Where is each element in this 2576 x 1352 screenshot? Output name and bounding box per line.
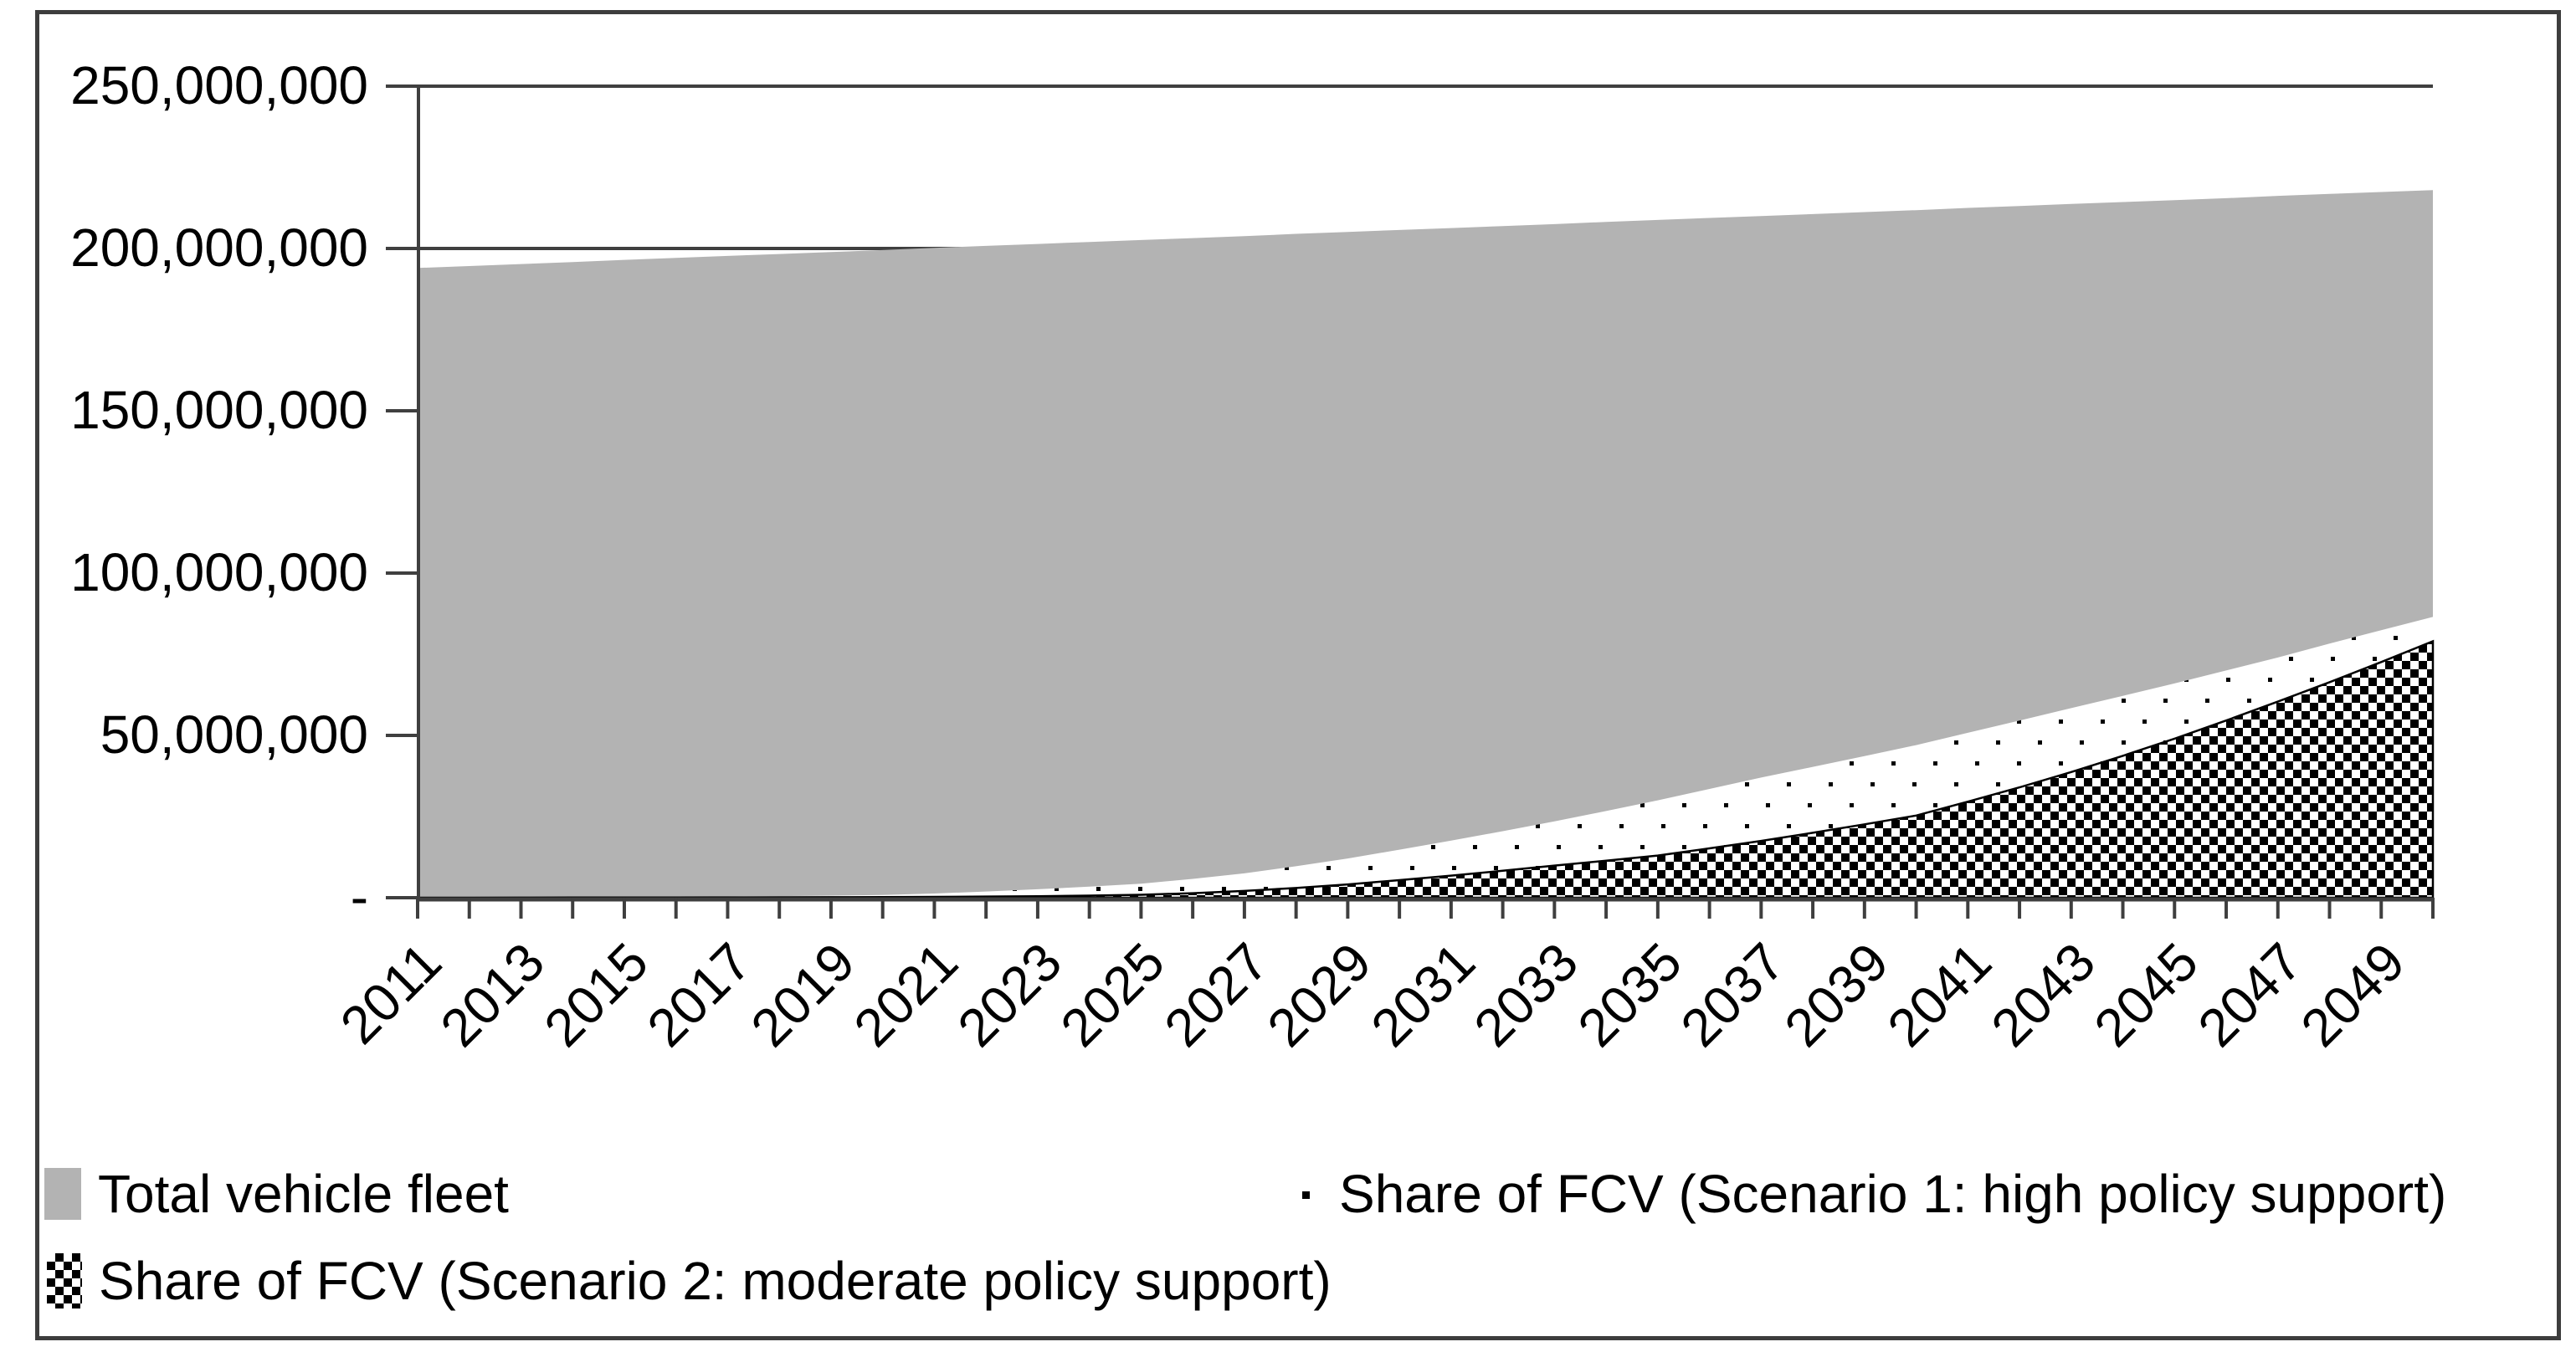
legend-item-fcv-scenario1: Share of FCV (Scenario 1: high policy su… xyxy=(1289,1166,2446,1221)
y-tick-label: 200,000,000 xyxy=(70,218,368,278)
legend-label-fcv-scenario2: Share of FCV (Scenario 2: moderate polic… xyxy=(99,1251,1332,1311)
legend-item-fcv-scenario2: Share of FCV (Scenario 2: moderate polic… xyxy=(47,1253,1332,1308)
legend-marker-dot-pattern-icon xyxy=(1289,1168,1326,1220)
y-tick-label: 250,000,000 xyxy=(70,55,368,115)
figure-border xyxy=(35,10,2561,1340)
legend-label-fcv-scenario1: Share of FCV (Scenario 1: high policy su… xyxy=(1339,1164,2447,1224)
legend-item-total-fleet: Total vehicle fleet xyxy=(44,1166,509,1221)
axes xyxy=(386,84,2435,919)
y-tick-label: - xyxy=(350,867,368,927)
y-tick-label: 150,000,000 xyxy=(70,380,368,440)
y-tick-label: 100,000,000 xyxy=(70,542,368,602)
y-tick-label: 50,000,000 xyxy=(100,704,368,765)
total-fleet-area xyxy=(418,190,2433,898)
legend-marker-checker-pattern-icon xyxy=(47,1253,82,1308)
legend-marker-total-fleet-icon xyxy=(44,1168,81,1220)
legend-label-total-fleet: Total vehicle fleet xyxy=(98,1164,509,1224)
